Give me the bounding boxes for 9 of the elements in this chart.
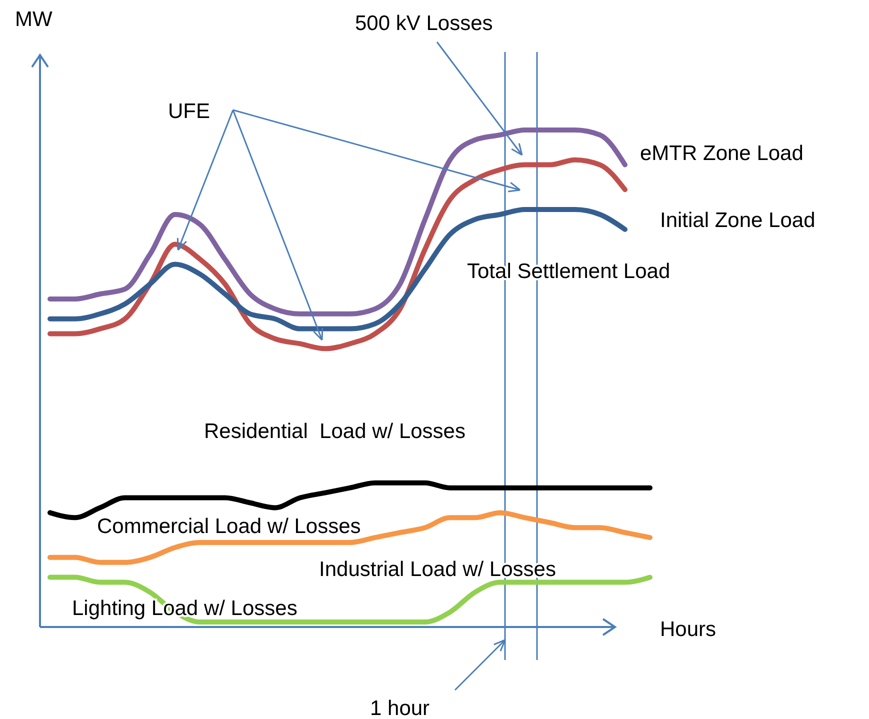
text: 500 kV Losses — [355, 12, 493, 35]
y-axis-title: MW — [15, 8, 52, 31]
series-label: eMTR Zone Load — [640, 142, 804, 165]
text: 1 hour — [370, 697, 430, 719]
series-label: Commercial Load w/ Losses — [97, 515, 361, 538]
text: UFE — [168, 100, 210, 123]
text: Residential Load w/ Losses — [204, 420, 466, 443]
x-axis-title: Hours — [660, 618, 716, 641]
series-label: Initial Zone Load — [660, 209, 816, 232]
